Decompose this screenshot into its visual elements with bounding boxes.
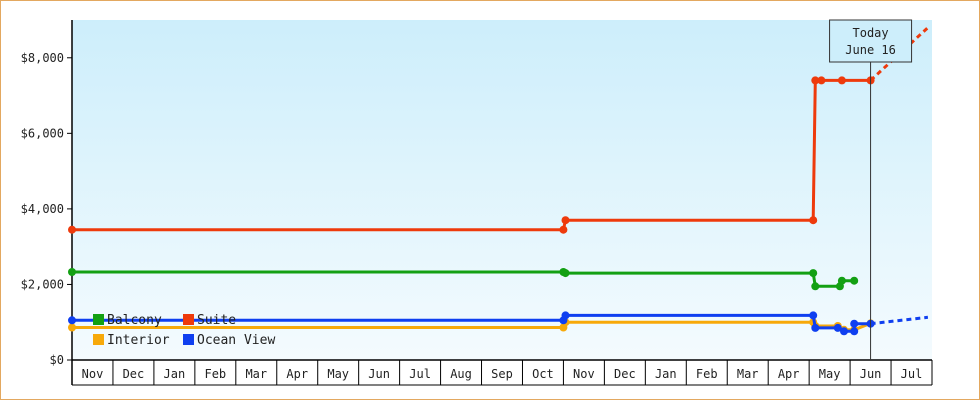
series-lines (68, 26, 929, 336)
data-point[interactable] (559, 225, 568, 234)
data-point[interactable] (850, 319, 859, 328)
legend-item[interactable]: Suite (183, 313, 236, 328)
data-point[interactable] (561, 269, 570, 278)
x-tick-label: Apr (286, 367, 308, 381)
y-tick-label: $4,000 (21, 202, 64, 216)
legend-swatch (183, 334, 194, 345)
x-tick-label: Aug (450, 367, 472, 381)
y-axis: $0 $2,000 $4,000 $6,000 $8,000 (21, 20, 73, 385)
x-tick-label: May (327, 367, 349, 381)
y-tick-label: $6,000 (21, 126, 64, 140)
legend-item[interactable]: Ocean View (183, 333, 275, 348)
x-tick-label: May (819, 367, 841, 381)
data-point[interactable] (837, 76, 846, 85)
x-tick-label: Sep (491, 367, 513, 381)
today-label: Today (853, 26, 889, 40)
x-tick-label: Dec (614, 367, 636, 381)
data-point[interactable] (68, 323, 76, 332)
x-tick-label: Mar (245, 367, 267, 381)
data-point[interactable] (850, 276, 859, 285)
data-point[interactable] (68, 268, 76, 276)
plot-background (72, 20, 932, 360)
x-tick-label: Jun (368, 367, 390, 381)
x-tick-label: Apr (778, 367, 800, 381)
data-point[interactable] (837, 276, 846, 285)
series-forecast-line (870, 315, 929, 326)
series-suite (68, 26, 929, 234)
data-point[interactable] (850, 327, 859, 336)
data-point[interactable] (811, 282, 820, 291)
legend-swatch (183, 314, 194, 325)
data-point[interactable] (561, 311, 570, 320)
data-point[interactable] (68, 225, 76, 234)
x-tick-label: Dec (123, 367, 145, 381)
x-tick-label: Nov (573, 367, 595, 381)
x-tick-label: Feb (696, 367, 718, 381)
y-tick-label: $0 (50, 353, 64, 367)
data-point[interactable] (833, 323, 842, 332)
y-tick-label: $8,000 (21, 51, 64, 65)
legend-swatch (93, 314, 104, 325)
today-marker: Today June 16 (829, 19, 913, 360)
data-point[interactable] (809, 269, 818, 278)
legend-item[interactable]: Balcony (93, 313, 162, 328)
x-tick-label: Oct (532, 367, 554, 381)
legend: Balcony Suite Interior Ocean View (93, 313, 275, 348)
series-ocean-view (68, 311, 929, 336)
legend-label: Ocean View (197, 333, 275, 348)
legend-swatch (93, 334, 104, 345)
today-callout-box (829, 19, 913, 63)
data-point[interactable] (817, 76, 826, 85)
x-tick-label: Feb (204, 367, 226, 381)
y-tick-label: $2,000 (21, 277, 64, 291)
x-tick-label: Nov (82, 367, 104, 381)
x-tick-label: Jan (655, 367, 677, 381)
x-tick-label: Jul (409, 367, 431, 381)
data-point[interactable] (809, 216, 818, 225)
x-tick-label: Jul (901, 367, 923, 381)
x-tick-label: Mar (737, 367, 759, 381)
data-point[interactable] (840, 327, 848, 336)
x-axis: Nov Dec Jan Feb Mar Apr May Jun Jul Aug Sep Oct Nov D… (71, 359, 933, 386)
legend-item[interactable]: Interior (93, 333, 170, 348)
legend-label: Balcony (107, 313, 162, 328)
x-tick-label: Jun (860, 367, 882, 381)
legend-label: Interior (107, 333, 170, 348)
data-point[interactable] (809, 311, 818, 320)
legend-label: Suite (197, 313, 236, 328)
today-date: June 16 (845, 43, 896, 57)
series-balcony (68, 268, 859, 291)
data-point[interactable] (811, 76, 820, 85)
data-point[interactable] (561, 216, 570, 225)
data-point[interactable] (811, 323, 820, 332)
data-point[interactable] (68, 316, 76, 325)
x-tick-label: Jan (164, 367, 186, 381)
